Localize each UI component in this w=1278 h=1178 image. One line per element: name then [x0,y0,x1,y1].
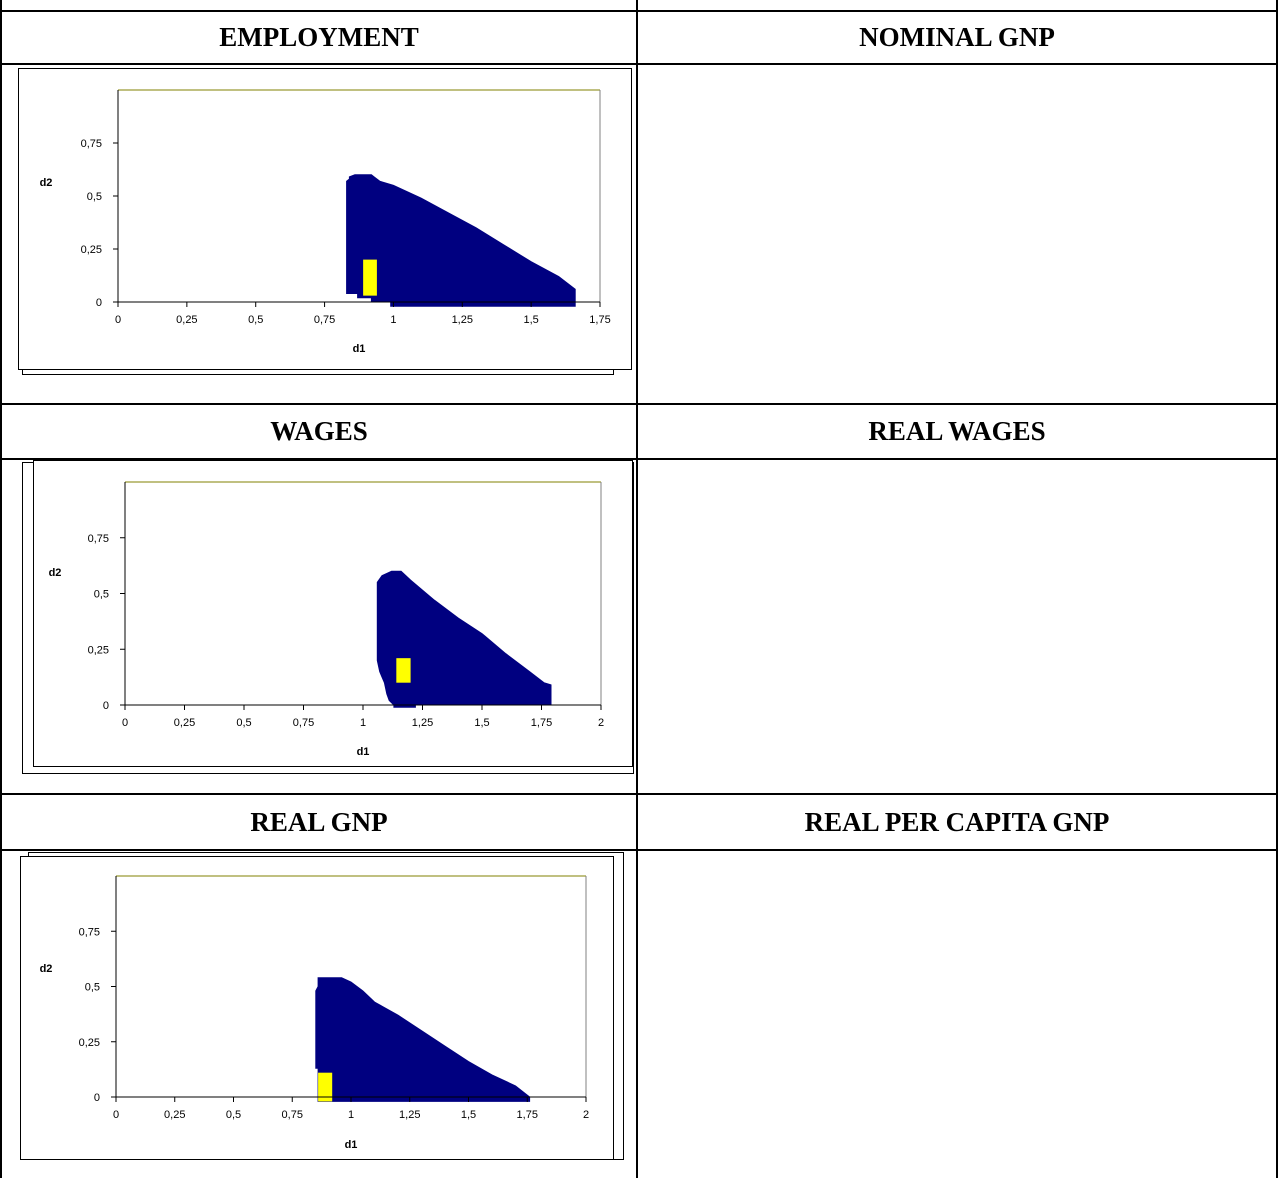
table-rule [0,458,1278,460]
table-border-left [0,0,2,1178]
y-tick-label: 0,5 [85,982,100,994]
x-tick-label: 0 [113,1109,119,1121]
y-tick-label: 0 [96,297,102,309]
x-tick-label: 0,25 [176,314,197,326]
header-real-per-capita-gnp: REAL PER CAPITA GNP [804,806,1110,837]
x-tick-label: 1,5 [461,1109,476,1121]
chart-real-gnp: 0 0,25 0,5 0,75 1 1,25 1,5 1,75 2 0 0,25 0,5 0,75 d1 d… [40,875,589,1151]
x-tick-label: 0,75 [282,1109,303,1121]
header-real-gnp: REAL GNP [250,806,388,837]
x-tick-label: 0,5 [236,717,251,729]
x-axis-label: d1 [353,343,366,355]
table-rule [0,63,1278,65]
feasible-region [346,174,576,307]
x-tick-label: 0,25 [174,717,195,729]
highlight-point [396,658,411,683]
x-tick-label: 1,25 [412,717,433,729]
y-tick-label: 0 [103,700,109,712]
highlight-point [318,1072,333,1102]
x-tick-label: 1,75 [531,717,552,729]
highlight-point [363,259,377,296]
x-tick-label: 1,25 [452,314,473,326]
chart-employment: 0 0,25 0,5 0,75 1 1,25 1,5 1,75 0 0,25 0,5 0,75 d1 d2 [40,89,611,355]
y-tick-label: 0,5 [94,589,109,601]
header-real-wages: REAL WAGES [868,416,1046,446]
x-tick-label: 0 [122,717,128,729]
y-tick-label: 0,75 [79,926,100,938]
y-axis-label: d2 [49,567,62,579]
chart-frame [18,68,632,370]
y-tick-label: 0,25 [79,1037,100,1049]
table-border-right [1276,0,1278,1178]
table-rule [0,849,1278,851]
x-tick-label: 2 [598,717,604,729]
y-axis-label: d2 [40,963,53,975]
x-tick-label: 0,75 [293,717,314,729]
x-tick-label: 1,25 [399,1109,420,1121]
x-axis-label: d1 [345,1139,358,1151]
x-tick-label: 0,5 [248,314,263,326]
table-rule [0,10,1278,12]
y-axis-label: d2 [40,177,53,189]
x-tick-label: 1,5 [474,717,489,729]
y-tick-label: 0,75 [88,533,109,545]
table-border-middle [636,0,638,1178]
x-tick-label: 0,5 [226,1109,241,1121]
x-tick-label: 2 [583,1109,589,1121]
y-tick-label: 0,75 [81,138,102,150]
y-tick-label: 0 [94,1092,100,1104]
header-nominal-gnp: NOMINAL GNP [859,22,1055,52]
x-tick-label: 1 [348,1109,354,1121]
x-tick-label: 1,75 [517,1109,538,1121]
x-tick-label: 0 [115,314,121,326]
x-tick-label: 1,5 [523,314,538,326]
feasible-region [376,570,552,708]
x-tick-label: 0,75 [314,314,335,326]
y-tick-label: 0,5 [87,191,102,203]
chart-wages: 0 0,25 0,5 0,75 1 1,25 1,5 1,75 2 0 0,25 0,5 0,75 d1 d… [49,481,604,758]
chart-frame [33,460,633,767]
x-tick-label: 0,25 [164,1109,185,1121]
table-rule [0,403,1278,405]
y-tick-label: 0,25 [88,644,109,656]
x-tick-label: 1 [390,314,396,326]
x-tick-label: 1 [360,717,366,729]
x-axis-label: d1 [357,746,370,758]
header-wages: WAGES [270,416,368,446]
table-rule [0,793,1278,795]
header-employment: EMPLOYMENT [219,22,419,52]
y-tick-label: 0,25 [81,244,102,256]
x-tick-label: 1,75 [589,314,610,326]
feasible-region [315,977,531,1102]
